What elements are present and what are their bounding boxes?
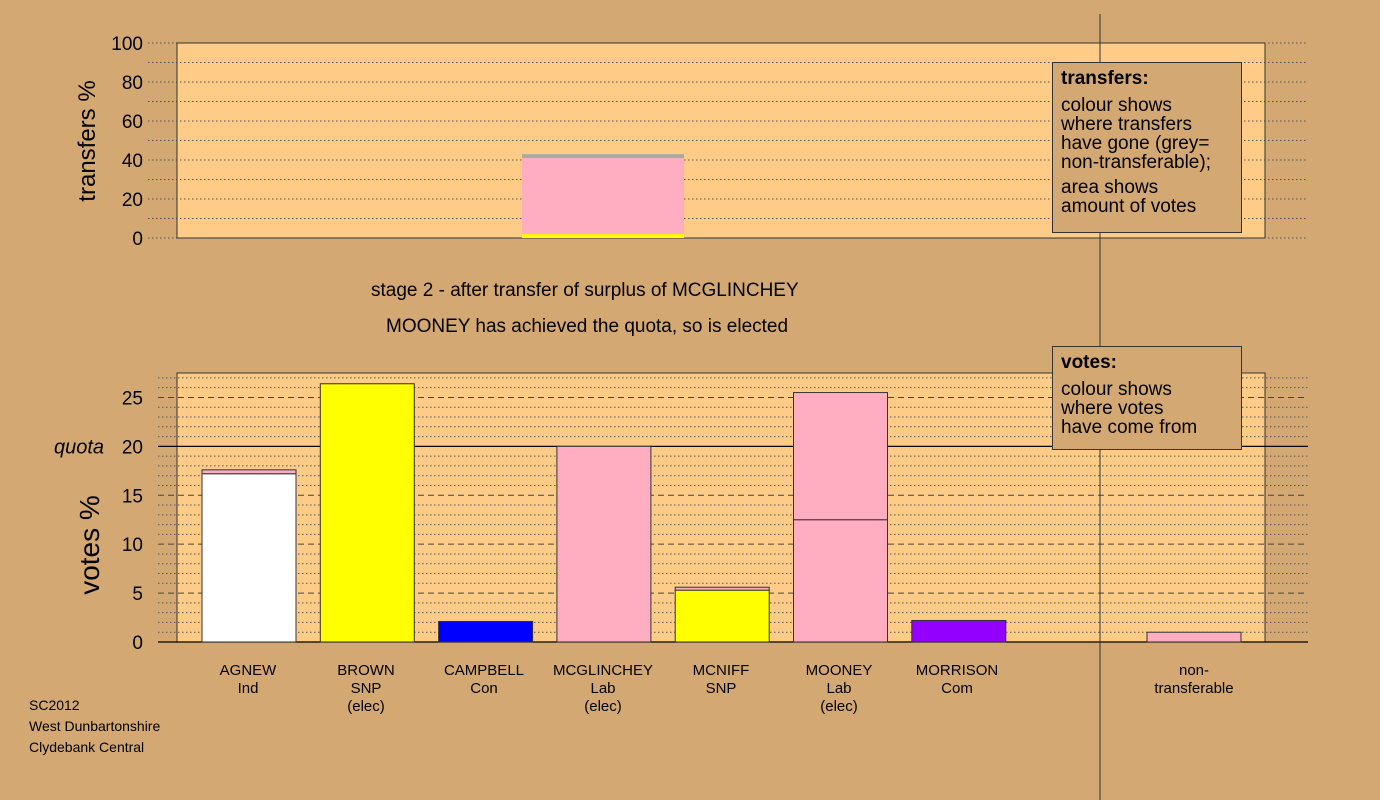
transfers-y-axis-label: transfers % [74, 80, 101, 201]
vote-bar-segment [674, 589, 770, 643]
transfers-y-tick-label: 20 [122, 190, 143, 211]
candidate-label-brown: BROWN SNP (elec) [311, 662, 421, 716]
candidate-label-mooney: MOONEY Lab (elec) [784, 662, 894, 716]
candidate-label-campbell: CAMPBELL Con [429, 662, 539, 698]
transfers-y-tick-label: 0 [132, 229, 143, 250]
transfers-legend: transfers: colour shows where transfers … [1052, 62, 1242, 233]
footer-council: West Dunbartonshire [29, 718, 161, 734]
votes-y-tick-label: 10 [122, 535, 143, 556]
candidate-name: MORRISON [915, 662, 999, 679]
candidate-label-morrison: MORRISON Com [902, 662, 1012, 698]
nontransferable-bar [1146, 631, 1242, 643]
stage-subtitle: MOONEY has achieved the quota, so is ele… [386, 316, 789, 337]
votes-y-tick-label: 15 [122, 486, 143, 507]
candidate-party: Con [470, 680, 498, 697]
candidate-status: (elec) [820, 698, 858, 715]
transfers-legend-line: area shows [1061, 177, 1159, 198]
vote-bar-segment [319, 383, 415, 643]
candidate-label-mcniff: MCNIFF SNP [666, 662, 776, 698]
candidate-name: MOONEY [805, 662, 873, 679]
vote-bar-segment [674, 586, 770, 591]
nontransferable-label-line2: transferable [1154, 680, 1234, 697]
candidate-name: BROWN [337, 662, 395, 679]
transfers-y-tick-label: 100 [111, 34, 143, 55]
votes-y-tick-label: 0 [132, 633, 143, 654]
transfers-y-tick-label: 60 [122, 112, 143, 133]
transfers-legend-line: amount of votes [1061, 196, 1197, 217]
footer-info: SC2012 West Dunbartonshire Clydebank Cen… [29, 695, 160, 758]
candidate-party: Com [941, 680, 973, 697]
vote-bar-segment [438, 620, 534, 643]
candidate-party: Ind [237, 680, 259, 697]
transfers-y-tick-label: 80 [122, 73, 143, 94]
transfers-legend-line: where transfers [1061, 114, 1192, 135]
nontransferable-label-line1: non- [1178, 662, 1210, 679]
vote-bar-segment [793, 392, 888, 521]
votes-y-tick-label: 5 [132, 584, 143, 605]
transfers-legend-title: transfers: [1061, 68, 1149, 89]
nontransferable-label: non- transferable [1139, 662, 1249, 698]
transfers-plot-frame [176, 42, 1266, 239]
votes-legend: votes: colour shows where votes have com… [1052, 346, 1242, 450]
transfers-legend-line: colour shows [1061, 95, 1172, 116]
candidate-party: Lab [826, 680, 852, 697]
transfer-bar-segment [522, 154, 684, 159]
transfer-bar-segment [522, 158, 684, 235]
vote-bar-segment [793, 519, 888, 643]
candidate-party: Lab [590, 680, 616, 697]
stage-title: stage 2 - after transfer of surplus of M… [371, 280, 799, 301]
transfers-legend-text-2: area shows amount of votes [1061, 178, 1233, 216]
votes-legend-text: colour shows where votes have come from [1061, 380, 1233, 437]
votes-y-tick-label: 25 [122, 388, 143, 409]
candidate-name: MCNIFF [692, 662, 750, 679]
votes-legend-line: where votes [1061, 398, 1164, 419]
candidate-status: (elec) [347, 698, 385, 715]
candidate-name: CAMPBELL [443, 662, 525, 679]
candidate-party: SNP [705, 680, 737, 697]
vote-bar-segment [201, 469, 297, 475]
transfers-y-tick-label: 40 [122, 151, 143, 172]
candidate-party: SNP [350, 680, 382, 697]
candidate-label-mcglinchey: MCGLINCHEY Lab (elec) [548, 662, 658, 716]
footer-ward: Clydebank Central [29, 739, 145, 755]
votes-legend-title: votes: [1061, 352, 1117, 373]
candidate-label-agnew: AGNEW Ind [193, 662, 303, 698]
footer-election: SC2012 [29, 697, 80, 713]
candidate-name: AGNEW [219, 662, 277, 679]
votes-legend-line: colour shows [1061, 379, 1172, 400]
transfers-legend-text: colour shows where transfers have gone (… [1061, 96, 1233, 172]
vote-bar-segment [911, 619, 1007, 643]
quota-label: quota [54, 436, 104, 458]
vote-bar-segment [556, 445, 652, 643]
votes-legend-line: have come from [1061, 417, 1198, 438]
votes-y-axis-label: votes % [74, 495, 105, 595]
transfers-legend-line: non-transferable); [1061, 152, 1211, 173]
candidate-name: MCGLINCHEY [552, 662, 653, 679]
votes-y-tick-label: 20 [122, 437, 143, 458]
candidate-status: (elec) [584, 698, 622, 715]
transfer-bar-segment [522, 234, 684, 238]
transfers-legend-line: have gone (grey= [1061, 133, 1210, 154]
vote-bar-segment [201, 473, 297, 643]
